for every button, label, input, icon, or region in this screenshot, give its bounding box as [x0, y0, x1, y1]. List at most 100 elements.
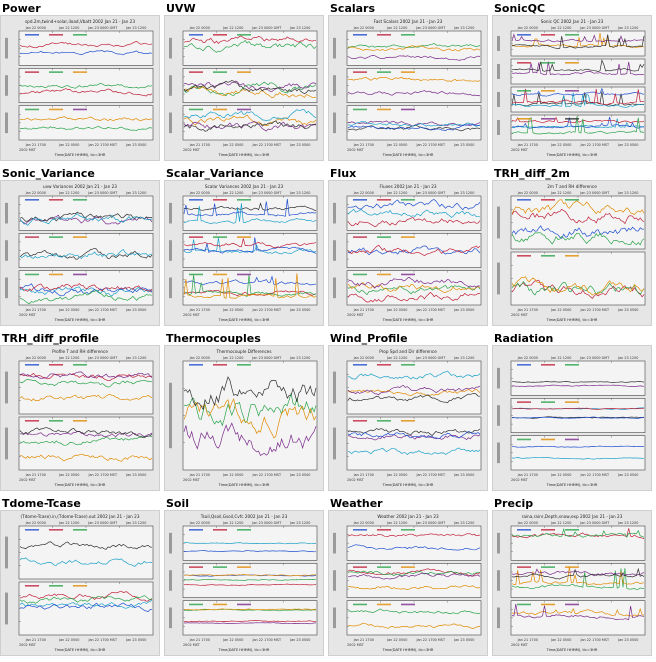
axis-tick-label-top: Jan 22 1200	[386, 356, 407, 360]
plot-header: 2m T and RH difference	[547, 184, 597, 189]
axis-tick-label-bottom: Jan 22 0500	[550, 638, 571, 642]
axis-tick-label-bottom: Jan 22 0500	[222, 308, 243, 312]
plot-tile-title[interactable]: Wind_Profile	[330, 332, 408, 345]
subplot	[5, 105, 154, 141]
series-line	[511, 88, 645, 105]
plot-tile-uvw[interactable]: UVW Jan 22 0000 Jan 22 1200 Jan 23 0000 GMT…	[164, 0, 328, 165]
series-line	[347, 121, 481, 127]
plot-tile-title[interactable]: Thermocouples	[166, 332, 261, 345]
axis-tick-label-bottom: Jan 22 0500	[222, 638, 243, 642]
axis-tick-label-bottom: Jan 23 0500	[289, 308, 310, 312]
axis-tick-label-top: Jan 23 0000 GMT	[87, 356, 118, 360]
plot-tile-title[interactable]: Sonic_Variance	[2, 167, 95, 180]
plot-thumbnail[interactable]: spd.2m,twind+solar,iload,Vbatt 2002 Jan …	[0, 15, 160, 161]
axis-xlabel: Time(DATE HHMM), tic=3HR	[382, 318, 434, 322]
axis-tick-label-bottom: Jan 21 1700	[353, 143, 374, 147]
plot-thumbnail[interactable]: Tsoil,Qsoil,Gsoil,Cvfc 2002 Jan 21 - Jan…	[164, 510, 324, 656]
plot-thumbnail[interactable]: Fluxes 2002 Jan 21 - Jan 23 Jan 22 0000 Ja…	[328, 180, 488, 326]
plot-tile-wind-profile[interactable]: Wind_Profile Prop Spd and Dir difference J…	[328, 330, 492, 495]
plot-thumbnail[interactable]: Sonic QC 2002 Jan 21 - Jan 23 Jan 22 0000…	[492, 15, 652, 161]
plot-thumbnail[interactable]: Fast Scalars 2002 Jan 21 - Jan 23 Jan 22 …	[328, 15, 488, 161]
plot-tile-title[interactable]: Scalars	[330, 2, 376, 15]
series-line	[511, 607, 645, 617]
plot-thumbnail[interactable]: 2m T and RH difference Jan 22 0000 Jan 22 …	[492, 180, 652, 326]
axis-tick-label-top: Jan 22 0000	[517, 191, 538, 195]
plot-tile-scalars[interactable]: Scalars Fast Scalars 2002 Jan 21 - Jan 23…	[328, 0, 492, 165]
plot-tile-weather[interactable]: Weather Weather 2002 Jan 21 - Jan 23 Jan 2…	[328, 495, 492, 660]
plot-tile-radiation[interactable]: Radiation Jan 22 0000 Jan 22 1200 Jan 23 00…	[492, 330, 656, 495]
plot-tile-thermocouples[interactable]: Thermocouples Thermocouple Differences Jan…	[164, 330, 328, 495]
plot-tile-tdome-tcase[interactable]: Tdome-Tcase (Tdome-Tcase).in,(Tdome-Tcase…	[0, 495, 164, 660]
axis-tick-label-bottom: Jan 22 0500	[386, 308, 407, 312]
series-line	[183, 422, 317, 457]
plot-tile-title[interactable]: Soil	[166, 497, 190, 510]
subplot	[169, 600, 318, 636]
series-line	[347, 570, 481, 576]
plot-tile-title[interactable]: Precip	[494, 497, 534, 510]
plot-tile-title[interactable]: Power	[2, 2, 41, 15]
plot-tile-title[interactable]: Flux	[330, 167, 357, 180]
plot-tile-title[interactable]: UVW	[166, 2, 196, 15]
plot-tile-title[interactable]: SonicQC	[494, 2, 546, 15]
axis-tick-label-top: Jan 23 0000 GMT	[251, 26, 282, 30]
plot-header: spd.2m,twind+solar,iload,Vbatt 2002 Jan …	[25, 19, 135, 24]
axis-tick-label-top: Jan 23 0000 GMT	[415, 26, 446, 30]
series-line	[511, 116, 645, 124]
plot-header: Sonic QC 2002 Jan 21 - Jan 23	[541, 19, 604, 24]
axis-tick-label-bottom: Jan 23 0500	[125, 308, 146, 312]
axis-tick-label-bottom: Jan 23 0500	[125, 473, 146, 477]
series-line	[19, 427, 153, 439]
subplot	[497, 435, 646, 471]
axis-tick-label-bottom: Jan 21 1700	[25, 308, 46, 312]
plot-thumbnail[interactable]: Jan 22 0000 Jan 22 1200 Jan 23 0000 GMT Jan…	[164, 15, 324, 161]
plot-tile-precip[interactable]: Precip raina,rainr,Depth,snow,exp 2002 Ja…	[492, 495, 656, 660]
plot-tile-scalar-variance[interactable]: Scalar_Variance Scalar Variances 2002 Jan…	[164, 165, 328, 330]
plot-tile-title[interactable]: Radiation	[494, 332, 554, 345]
plot-thumbnail[interactable]: uvw Variances 2002 Jan 21 - Jan 23 Jan 22…	[0, 180, 160, 326]
series-line	[347, 584, 481, 590]
series-line	[183, 574, 317, 577]
axis-tick-label-bottom: Jan 22 0500	[550, 143, 571, 147]
series-line	[183, 35, 316, 45]
plot-thumbnail[interactable]: Jan 22 0000 Jan 22 1200 Jan 23 0000 GMT Jan…	[492, 345, 652, 491]
plot-thumbnail[interactable]: Scalar Variances 2002 Jan 21 - Jan 23 Jan…	[164, 180, 324, 326]
series-line	[347, 276, 481, 289]
series-line	[511, 61, 645, 76]
plot-thumbnail[interactable]: (Tdome-Tcase).in,(Tdome-Tcase).out 2002 …	[0, 510, 160, 656]
plot-thumbnail[interactable]: raina,rainr,Depth,snow,exp 2002 Jan 21 -…	[492, 510, 652, 656]
axis-tick-label-bottom: Jan 22 1700 MST	[415, 308, 445, 312]
axis-tick-label-top: Jan 23 0000 GMT	[87, 26, 118, 30]
plot-tile-title[interactable]: Tdome-Tcase	[2, 497, 81, 510]
plot-tile-trh-diff-profile[interactable]: TRH_diff_profile Profile T and RH differe…	[0, 330, 164, 495]
plot-tile-power[interactable]: Power spd.2m,twind+solar,iload,Vbatt 2002…	[0, 0, 164, 165]
plot-thumbnail[interactable]: Profile T and RH difference Jan 22 0000 Ja…	[0, 345, 160, 491]
axis-tick-label-bottom: Jan 21 1700	[25, 638, 46, 642]
plot-thumbnail[interactable]: Prop Spd and Dir difference Jan 22 0000 Ja…	[328, 345, 488, 491]
axis-tick-label-top: Jan 22 0000	[517, 356, 538, 360]
series-line	[511, 276, 645, 296]
plot-tile-title[interactable]: TRH_diff_profile	[2, 332, 99, 345]
plot-tile-flux[interactable]: Flux Fluxes 2002 Jan 21 - Jan 23 Jan 22 00…	[328, 165, 492, 330]
plot-thumbnail[interactable]: Weather 2002 Jan 21 - Jan 23 Jan 22 0000 J…	[328, 510, 488, 656]
plot-tile-soil[interactable]: Soil Tsoil,Qsoil,Gsoil,Cvfc 2002 Jan 21 -…	[164, 495, 328, 660]
axis-tick-label-top: Jan 22 1200	[550, 521, 571, 525]
series-line	[347, 55, 481, 61]
subplot	[5, 416, 154, 471]
axis-tick-label-top: Jan 23 0000 GMT	[87, 191, 118, 195]
series-line	[19, 393, 153, 402]
plot-thumbnail-image: raina,rainr,Depth,snow,exp 2002 Jan 21 -…	[497, 514, 646, 652]
axis-tick-label-bottom: Jan 23 0500	[453, 473, 474, 477]
plot-tile-title[interactable]: Scalar_Variance	[166, 167, 264, 180]
axis-tick-label-bottom: Jan 23 0500	[617, 473, 638, 477]
plot-tile-title[interactable]: Weather	[330, 497, 383, 510]
plot-thumbnail[interactable]: Thermocouple Differences Jan 22 0000 Jan 2…	[164, 345, 324, 491]
axis-tick-label-top: Jan 22 1200	[550, 356, 571, 360]
subplot	[333, 68, 482, 103]
plot-tile-sonicqc[interactable]: SonicQC Sonic QC 2002 Jan 21 - Jan 23 Jan …	[492, 0, 656, 165]
plot-thumbnail-image: Scalar Variances 2002 Jan 21 - Jan 23 Jan…	[169, 184, 318, 322]
plot-tile-trh-diff-2m[interactable]: TRH_diff_2m 2m T and RH difference Jan 22 …	[492, 165, 656, 330]
plot-tile-title[interactable]: TRH_diff_2m	[494, 167, 570, 180]
axis-year-label: 2002 MST	[19, 148, 37, 152]
plot-tile-sonic-variance[interactable]: Sonic_Variance uvw Variances 2002 Jan 21 …	[0, 165, 164, 330]
series-line	[184, 608, 317, 611]
